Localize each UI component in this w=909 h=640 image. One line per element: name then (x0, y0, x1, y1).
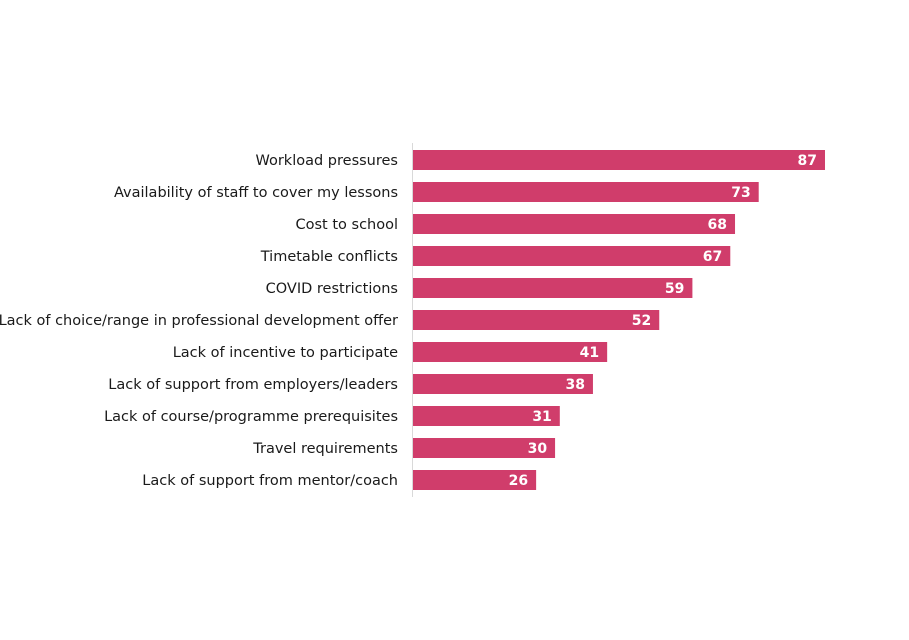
value-label: 68 (708, 217, 727, 233)
bar (413, 182, 759, 202)
value-label: 30 (528, 441, 548, 457)
value-label: 26 (509, 473, 528, 489)
bar (413, 278, 693, 298)
value-label: 59 (665, 281, 684, 297)
category-label: Workload pressures (255, 153, 398, 169)
value-label: 67 (703, 249, 722, 265)
category-labels-group: Workload pressures Availability of staff … (0, 153, 398, 489)
category-label: Lack of support from mentor/coach (142, 473, 398, 489)
bar (413, 310, 660, 330)
bar (413, 470, 537, 490)
category-label: Lack of choice/range in professional dev… (0, 313, 398, 329)
category-label: Lack of support from employers/leaders (108, 377, 398, 393)
bar (413, 214, 736, 234)
category-label: Lack of incentive to participate (173, 345, 398, 361)
category-label: Travel requirements (252, 441, 398, 457)
bars-group (413, 150, 825, 490)
value-label: 87 (798, 153, 817, 169)
category-label: Cost to school (296, 217, 399, 233)
bar (413, 438, 556, 458)
category-label: COVID restrictions (266, 281, 398, 297)
value-label: 52 (632, 313, 651, 329)
bar (413, 342, 608, 362)
value-label: 41 (580, 345, 599, 361)
value-label: 73 (731, 185, 750, 201)
category-label: Timetable conflicts (260, 249, 398, 265)
category-label: Lack of course/programme prerequisites (104, 409, 398, 425)
value-label: 38 (565, 377, 584, 393)
category-label: Availability of staff to cover my lesson… (114, 185, 398, 201)
value-label: 31 (532, 409, 551, 425)
bar (413, 150, 825, 170)
bar (413, 374, 593, 394)
bar (413, 246, 731, 266)
bar (413, 406, 560, 426)
